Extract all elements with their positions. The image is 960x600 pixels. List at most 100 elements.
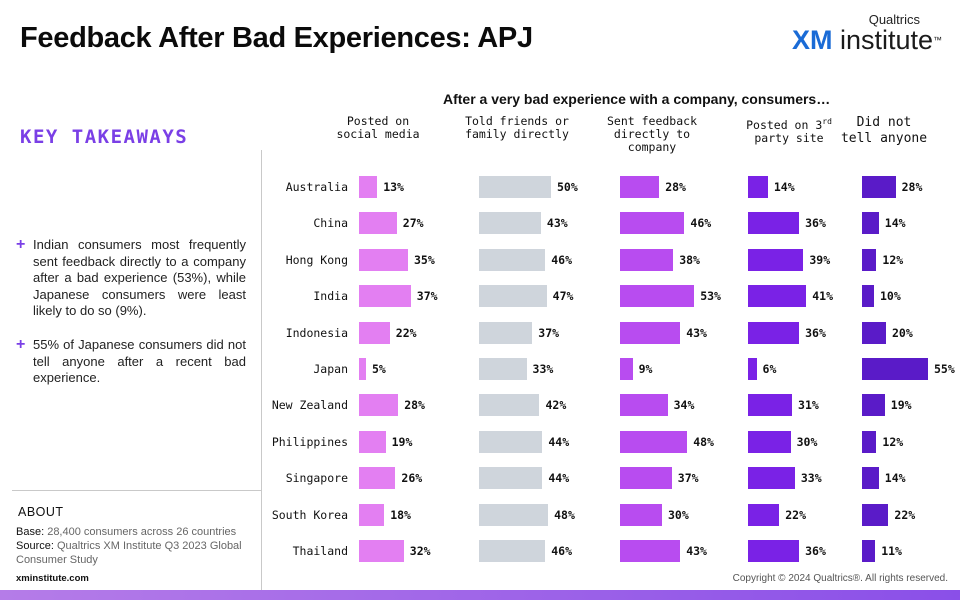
bar-value-label: 12% [882, 252, 904, 267]
chart-subtitle: After a very bad experience with a compa… [443, 91, 831, 107]
country-label-hong-kong: Hong Kong [285, 252, 348, 267]
panel-divider-horizontal [12, 490, 261, 491]
bar [862, 285, 874, 308]
country-label-china: China [313, 216, 348, 231]
bar-value-label: 36% [805, 216, 826, 231]
bar-value-label: 14% [773, 180, 795, 194]
bar [359, 540, 404, 562]
bar-value-label: 22% [894, 507, 916, 522]
bar-value-label: 12% [882, 434, 904, 449]
bar-value-label: 20% [892, 325, 913, 340]
page-title: Feedback After Bad Experiences: APJ [20, 22, 533, 54]
bar-value-label: 13% [383, 180, 404, 194]
bar-value-label: 42% [545, 398, 567, 413]
bar [479, 430, 543, 453]
country-label-indonesia: Indonesia [285, 325, 348, 340]
bar [748, 394, 793, 417]
bar [359, 467, 396, 490]
country-label-india: India [313, 289, 348, 304]
about-source: Source: Qualtrics XM Institute Q3 2023 G… [16, 540, 260, 567]
bar [862, 540, 876, 562]
logo-xm: XM [791, 25, 833, 55]
panel-divider-vertical [261, 150, 262, 590]
column-header-1: Posted on social media [336, 114, 420, 141]
bar [479, 212, 541, 235]
plus-icon: + [16, 236, 26, 253]
source-text: Qualtrics XM Institute Q3 2023 Global Co… [16, 540, 242, 566]
bar-value-label: 48% [693, 434, 714, 449]
takeaway-text: 55% of Japanese consumers did not tell a… [33, 337, 246, 385]
bar-value-label: 37% [538, 325, 560, 340]
source-label: Source: [16, 540, 54, 552]
country-label-singapore: Singapore [285, 471, 348, 486]
bar [359, 321, 390, 344]
logo-xm-institute: XM institute™ [791, 25, 942, 55]
bar-value-label: 5% [372, 362, 386, 376]
bar [620, 176, 660, 198]
base-label: Base: [16, 526, 45, 538]
country-label-south-korea: South Korea [271, 507, 348, 522]
bar-value-label: 38% [679, 252, 700, 267]
country-label-australia: Australia [285, 180, 348, 194]
bar [748, 285, 807, 308]
bar-value-label: 22% [395, 325, 417, 340]
bar [479, 503, 549, 526]
bar [620, 248, 674, 271]
bar [862, 321, 886, 344]
copyright: Copyright © 2024 Qualtrics®. All rights … [732, 573, 948, 584]
bar [748, 540, 800, 562]
bar [862, 430, 877, 453]
bar [359, 394, 399, 417]
bar [620, 467, 672, 490]
bar-value-label: 11% [881, 544, 902, 558]
bar-value-label: 36% [805, 325, 826, 340]
logo-tm: ™ [933, 35, 942, 45]
about-heading: ABOUT [18, 505, 64, 519]
bar-value-label: 37% [416, 289, 438, 304]
bar-value-label: 48% [554, 507, 575, 522]
bar [359, 212, 397, 235]
bar [620, 285, 695, 308]
bar-value-label: 44% [548, 471, 570, 486]
country-label-new-zealand: New Zealand [271, 398, 348, 413]
column-header-5: Did not tell anyone [840, 115, 928, 146]
bottom-accent-bar [0, 590, 960, 600]
bar [479, 358, 527, 380]
bar-value-label: 30% [796, 434, 818, 449]
logo-institute: institute [832, 25, 933, 55]
bar [620, 358, 633, 380]
bar-value-label: 27% [402, 216, 424, 231]
bar [862, 394, 885, 417]
column-header-3: Sent feedback directly to company [606, 114, 697, 154]
bar [359, 285, 411, 308]
bar [748, 358, 757, 380]
bar-value-label: 39% [809, 252, 831, 267]
bar [479, 540, 546, 562]
bar [862, 176, 896, 198]
bar-value-label: 43% [686, 544, 707, 558]
bar-value-label: 31% [798, 398, 819, 413]
bar [479, 321, 533, 344]
qualtrics-xm-institute-logo: Qualtrics XM institute™ [791, 12, 942, 55]
bar-value-label: 9% [638, 362, 653, 376]
bar-value-label: 19% [391, 434, 413, 449]
takeaway-item: + Indian consumers most frequently sent … [16, 237, 246, 320]
xminstitute-site: xminstitute.com [16, 573, 89, 584]
bar-value-label: 26% [401, 471, 423, 486]
bar-value-label: 35% [414, 252, 435, 267]
bar [862, 358, 928, 380]
bar [748, 467, 795, 490]
bar-value-label: 37% [677, 471, 699, 486]
bar [862, 212, 879, 235]
bar [359, 248, 408, 271]
bar [479, 394, 540, 417]
bar [479, 285, 547, 308]
bar [620, 430, 688, 453]
key-takeaways-heading: KEY TAKEAWAYS [20, 126, 189, 148]
bar [359, 430, 386, 453]
bar-value-label: 55% [934, 362, 955, 376]
column-header-4: Posted on 3rd party site [746, 117, 832, 145]
bar-value-label: 53% [700, 289, 721, 304]
takeaway-item: + 55% of Japanese consumers did not tell… [16, 337, 246, 387]
bar-value-label: 22% [785, 507, 807, 522]
